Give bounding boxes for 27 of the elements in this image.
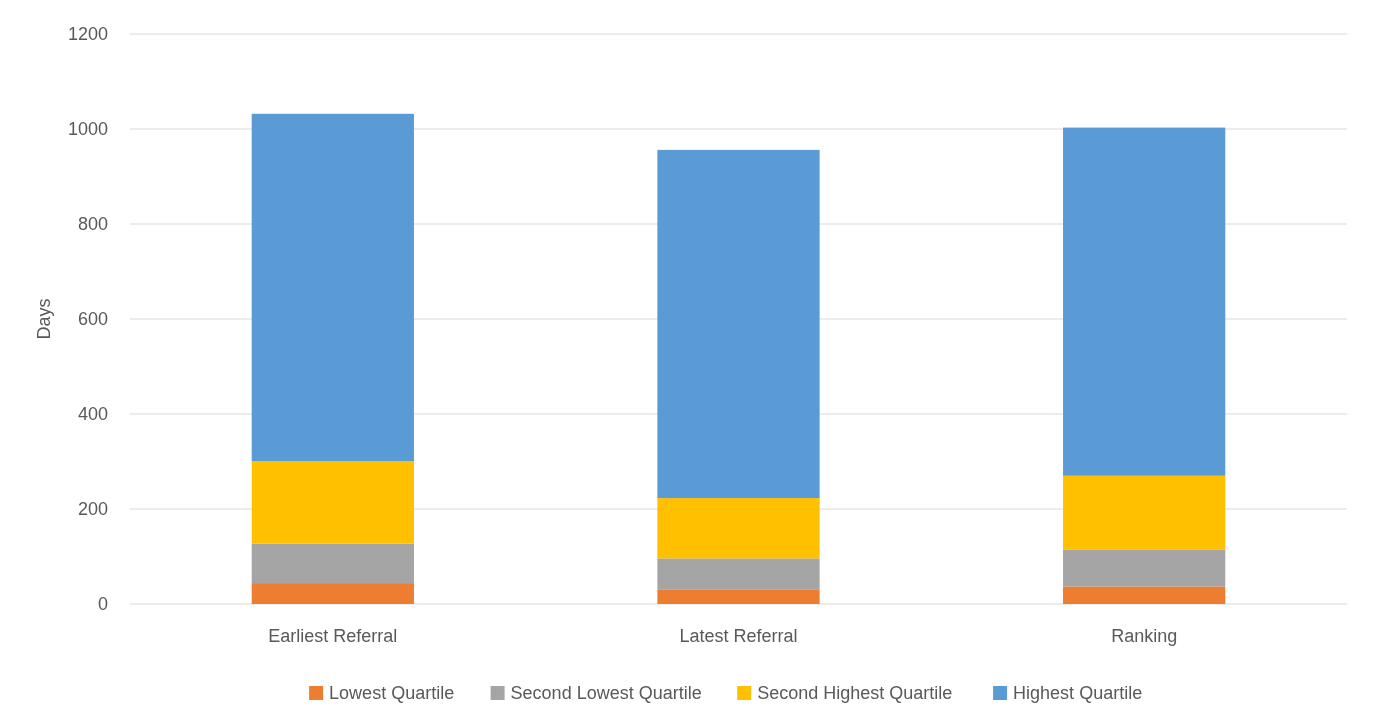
legend-label: Highest Quartile — [1013, 683, 1143, 703]
bar — [251, 461, 414, 544]
legend-label: Second Lowest Quartile — [510, 683, 702, 703]
bar — [1063, 475, 1226, 550]
y-axis-title: Days — [34, 298, 54, 340]
bar — [657, 589, 820, 604]
legend-label: Second Highest Quartile — [757, 683, 953, 703]
legend-label: Lowest Quartile — [329, 683, 455, 703]
bar — [1063, 549, 1226, 587]
y-tick-label: 0 — [97, 594, 108, 614]
x-tick-label: Ranking — [1111, 626, 1178, 646]
x-tick-label: Latest Referral — [679, 626, 798, 646]
bar — [1063, 127, 1226, 476]
y-tick-label: 800 — [77, 214, 108, 234]
bar — [251, 583, 414, 604]
bar — [657, 498, 820, 559]
bar — [657, 149, 820, 499]
bar — [657, 558, 820, 590]
bar — [251, 113, 414, 462]
y-tick-label: 600 — [77, 309, 108, 329]
bar — [1063, 586, 1226, 604]
y-tick-label: 400 — [77, 404, 108, 424]
bar — [251, 543, 414, 584]
x-tick-label: Earliest Referral — [268, 626, 398, 646]
y-tick-label: 200 — [77, 499, 108, 519]
y-tick-label: 1000 — [67, 119, 108, 139]
y-tick-label: 1200 — [67, 24, 108, 44]
